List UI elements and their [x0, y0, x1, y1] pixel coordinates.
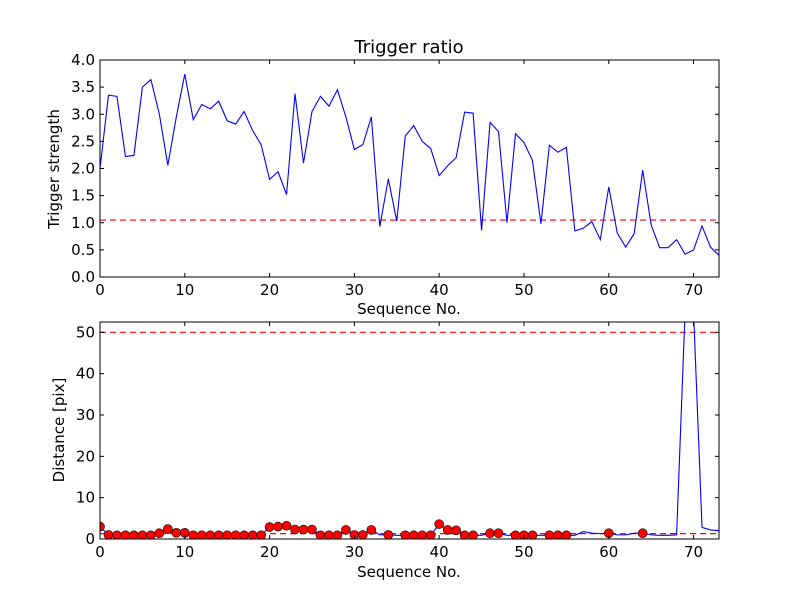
- data-point: [222, 530, 232, 539]
- x-tick-label: 40: [430, 543, 449, 561]
- x-axis-label: Sequence No.: [357, 563, 461, 581]
- data-point: [171, 527, 182, 538]
- data-point: [247, 530, 258, 539]
- data-point: [383, 530, 394, 539]
- y-axis-label: Trigger strength: [45, 109, 63, 230]
- x-tick-label: 50: [514, 281, 533, 299]
- data-point: [154, 528, 165, 539]
- data-point: [163, 524, 173, 534]
- data-point: [264, 522, 275, 532]
- y-tick-label: 40: [76, 365, 95, 383]
- data-point: [146, 530, 156, 539]
- data-point: [425, 530, 436, 539]
- data-point: [120, 530, 131, 539]
- chart-title: Trigger ratio: [353, 37, 463, 58]
- data-point: [553, 530, 563, 539]
- data-point: [408, 530, 419, 539]
- data-point: [230, 530, 241, 539]
- x-tick-label: 10: [175, 543, 194, 561]
- data-point: [510, 530, 521, 539]
- x-tick-label: 30: [345, 543, 364, 561]
- y-tick-label: 20: [76, 447, 95, 465]
- data-point: [256, 530, 266, 539]
- data-point: [442, 525, 453, 535]
- x-tick-label: 30: [345, 281, 364, 299]
- x-tick-label: 60: [599, 281, 618, 299]
- axes-frame: [99, 321, 720, 540]
- data-point: [400, 530, 411, 539]
- x-tick-label: 70: [684, 543, 703, 561]
- y-tick-label: 0.5: [71, 241, 95, 259]
- y-tick-label: 1.0: [71, 214, 95, 232]
- y-tick-label: 2.5: [71, 132, 95, 150]
- data-point: [205, 530, 216, 539]
- x-tick-label: 10: [175, 281, 194, 299]
- x-tick-label: 50: [514, 543, 533, 561]
- x-tick-label: 40: [430, 281, 449, 299]
- data-point: [307, 524, 317, 535]
- y-tick-label: 2.0: [71, 160, 95, 178]
- data-point: [527, 530, 538, 539]
- data-point: [451, 525, 461, 536]
- data-point: [417, 530, 428, 539]
- data-point: [129, 530, 139, 539]
- trigger-ratio-chart: Trigger ratio Sequence No. Trigger stren…: [45, 37, 720, 318]
- data-point: [196, 530, 207, 539]
- data-point: [434, 519, 444, 529]
- data-point: [332, 530, 343, 539]
- x-tick-label: 0: [95, 281, 105, 299]
- data-point: [273, 521, 283, 532]
- distance-chart: Sequence No. Distance [pix] 0 10 20 30 40 50 6…: [50, 321, 720, 581]
- data-point: [493, 528, 504, 539]
- data-point: [103, 530, 114, 539]
- data-point: [281, 520, 292, 531]
- y-axis-label: Distance [pix]: [50, 378, 68, 483]
- y-tick-label: 1.5: [71, 187, 95, 205]
- y-tick-label: 50: [76, 323, 95, 341]
- y-tick-label: 10: [76, 489, 95, 507]
- data-point: [544, 530, 555, 539]
- y-tick-label: 4.0: [71, 51, 95, 69]
- data-point: [358, 530, 368, 539]
- y-tick-label: 30: [76, 406, 95, 424]
- data-point: [561, 530, 572, 539]
- data-point: [485, 528, 495, 539]
- data-point: [298, 524, 309, 535]
- data-point: [315, 530, 326, 539]
- data-point: [459, 530, 470, 539]
- data-point: [239, 530, 249, 539]
- series-line: [100, 73, 719, 256]
- plot-area: [100, 322, 719, 539]
- data-point: [366, 525, 377, 535]
- data-point: [112, 530, 122, 539]
- y-tick-label: 0.0: [71, 268, 95, 286]
- x-tick-label: 20: [260, 543, 279, 561]
- x-tick-label: 0: [95, 543, 105, 561]
- x-tick-label: 70: [684, 281, 703, 299]
- data-point: [100, 521, 105, 532]
- y-tick-label: 3.5: [71, 78, 95, 96]
- x-tick-label: 60: [599, 543, 618, 561]
- x-axis-label: Sequence No.: [357, 300, 461, 318]
- x-tick-label: 20: [260, 281, 279, 299]
- data-point: [290, 524, 300, 535]
- plot-area: [100, 73, 719, 256]
- data-point: [341, 525, 351, 535]
- data-point: [637, 528, 648, 539]
- data-point: [188, 530, 199, 539]
- data-point: [213, 530, 224, 539]
- data-point: [468, 530, 478, 539]
- y-tick-label: 3.0: [71, 105, 95, 123]
- y-tick-label: 0: [85, 530, 95, 548]
- data-point: [324, 530, 334, 539]
- data-point: [137, 530, 148, 539]
